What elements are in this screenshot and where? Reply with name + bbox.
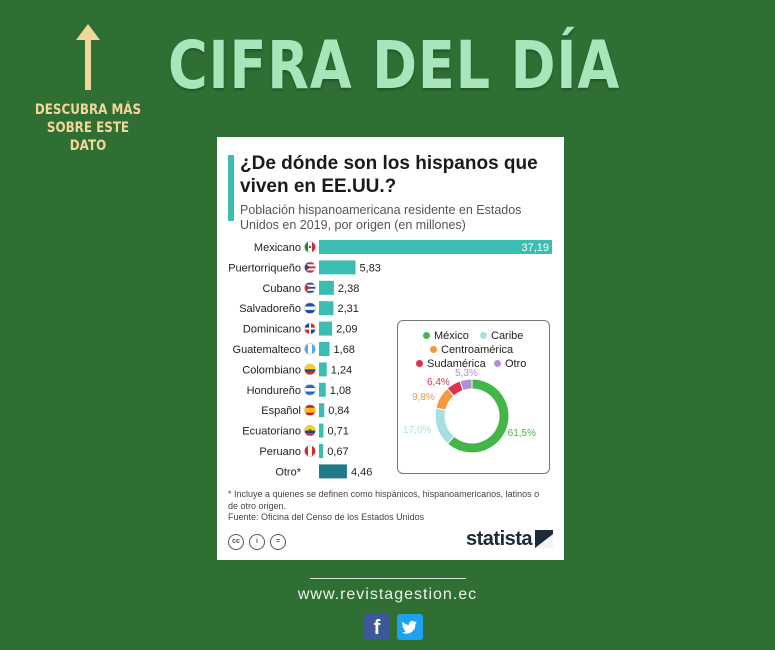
bar-category-label: Otro* (275, 466, 301, 478)
legend-dot (430, 345, 437, 353)
legend-label: Otro (505, 358, 527, 370)
legend-item-centroamerica: Centroamérica (430, 344, 513, 356)
bar-value-label: 1,24 (331, 364, 352, 376)
bar-category-label: Cubano (262, 283, 301, 295)
donut-slice (434, 407, 455, 445)
bar (319, 382, 326, 397)
bar (319, 362, 327, 377)
bar-category-label: Puertorriqueño (228, 262, 301, 274)
bar (319, 301, 334, 316)
bar-category-label: Hondureño (247, 385, 301, 397)
statista-logo[interactable]: statista (466, 528, 533, 550)
bar-value-label: 5,83 (360, 262, 381, 274)
bar-category-label: Mexicano (254, 242, 301, 254)
bar-value-label: 0,71 (327, 426, 348, 438)
bar-category-label: Guatemalteco (233, 344, 301, 356)
mexico-flag-icon (304, 241, 316, 253)
bar-value-label: 2,38 (338, 283, 359, 295)
legend-dot (480, 331, 487, 339)
source-text: Fuente: Oficina del Censo de los Estados… (228, 512, 425, 522)
statista-mark-icon (535, 530, 553, 548)
infographic-card: ¿De dónde son los hispanos que viven en … (217, 137, 564, 560)
bar-value-label: 4,46 (351, 466, 372, 478)
donut-value-label: 6,4% (427, 377, 450, 388)
bar (319, 444, 324, 458)
bar (319, 403, 325, 418)
bar-chart: Mexicano 37,19 Puertorriqueño 5,83 Cubano 2,3… (228, 240, 552, 479)
bar (319, 423, 324, 438)
bar-value-label: 37,19 (521, 242, 549, 254)
chart-title: ¿De dónde son los hispanos que viven en … (240, 153, 538, 197)
bar-value-label: 1,68 (334, 344, 355, 356)
bar (319, 321, 333, 336)
donut-value-label: 61,5% (508, 428, 536, 439)
bar-category-label: Salvadoreño (239, 303, 301, 315)
legend-label: Caribe (491, 330, 524, 342)
bar-category-label: Peruano (259, 446, 301, 458)
donut-value-label: 17,0% (403, 425, 431, 436)
legend-item-caribe: Caribe (480, 330, 523, 342)
title-accent-bar (228, 155, 234, 221)
legend-item-otro: Otro (494, 358, 526, 370)
bar (319, 260, 356, 275)
puerto-rico-flag-icon (304, 261, 316, 274)
ecuador-flag-icon (304, 424, 316, 437)
bar (319, 342, 330, 356)
footnote: * Incluye a quienes se definen como hisp… (228, 489, 548, 524)
bar-value-label: 2,31 (337, 303, 358, 315)
donut-chart: 61,5% 17,0% 9,8% 6,4% 5,3% (403, 368, 536, 454)
up-arrow-icon (76, 24, 100, 90)
bar (319, 464, 347, 479)
peru-flag-icon (304, 445, 316, 457)
donut-value-label: 5,3% (455, 368, 478, 379)
bar-value-label: 1,08 (330, 385, 351, 397)
bar-value-label: 0,84 (328, 405, 349, 417)
learn-more-label[interactable]: DESCUBRA MÁS SOBRE ESTE DATO (34, 102, 142, 154)
bar-value-label: 2,09 (336, 324, 357, 336)
attribution-icon[interactable]: i (249, 534, 265, 550)
el-salvador-flag-icon (304, 302, 316, 314)
honduras-flag-icon (304, 384, 316, 396)
bar-category-label: Ecuatoriano (242, 426, 301, 438)
bar-value-label: 0,67 (327, 446, 348, 458)
donut-slice (459, 378, 473, 392)
legend-label: México (434, 330, 469, 342)
twitter-icon[interactable] (397, 614, 423, 640)
bar (319, 280, 334, 295)
bar-category-label: Dominicano (243, 324, 301, 336)
bar (319, 240, 552, 254)
legend-label: Centroamérica (441, 344, 514, 356)
bar-category-label: Colombiano (242, 364, 301, 376)
footer-divider (310, 578, 466, 579)
website-link[interactable]: www.revistagestion.ec (297, 586, 478, 603)
spain-flag-icon (304, 404, 316, 416)
bar-category-label: Español (261, 405, 301, 417)
guatemala-flag-icon (304, 343, 316, 355)
donut-inset: México Caribe Centroamérica Sudamérica O… (397, 320, 550, 474)
legend-dot (416, 359, 423, 367)
donut-value-label: 9,8% (412, 392, 435, 403)
legend-dot (494, 359, 501, 367)
colombia-flag-icon (304, 363, 316, 376)
cc-license-icon[interactable]: cc (228, 534, 244, 550)
cuba-flag-icon (304, 282, 316, 294)
legend-dot (423, 331, 430, 339)
chart-subtitle: Población hispanoamericana residente en … (240, 203, 522, 232)
legend-item-sudamerica: Sudamérica (416, 358, 486, 370)
footnote-text: * Incluye a quienes se definen como hisp… (228, 489, 540, 511)
legend-label: Sudamérica (427, 358, 486, 370)
legend-item-mexico: México (423, 330, 469, 342)
facebook-icon[interactable]: f (364, 614, 390, 640)
dominican-republic-flag-icon (304, 322, 316, 335)
page-headline: CIFRA DEL DÍA (168, 27, 621, 104)
no-derivatives-icon[interactable]: = (270, 534, 286, 550)
